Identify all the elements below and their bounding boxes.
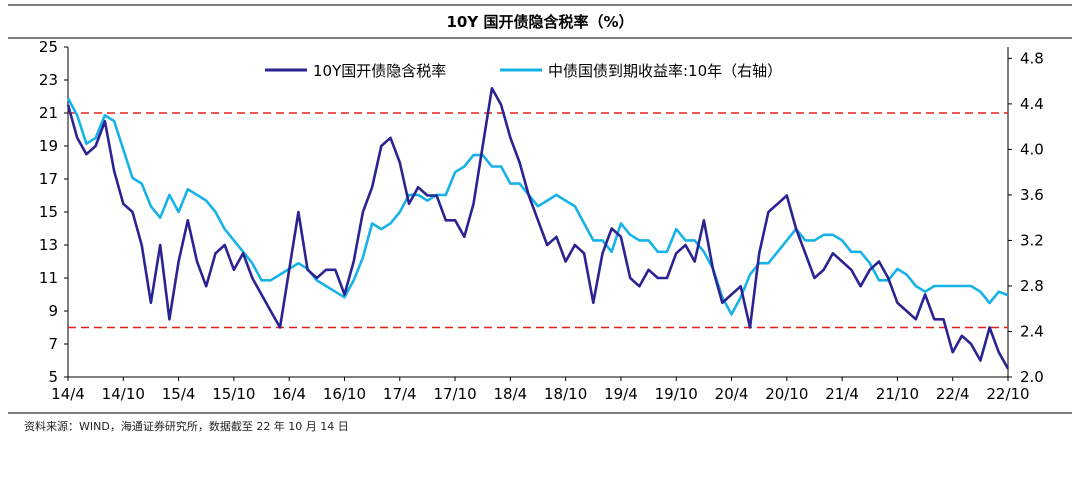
left-tick-label: 23 <box>39 71 58 89</box>
left-tick-label: 25 <box>39 38 58 56</box>
x-tick-label: 22/10 <box>986 385 1029 403</box>
legend-label: 10Y国开债隐含税率 <box>313 62 446 80</box>
legend: 10Y国开债隐含税率 中债国债到期收益率:10年（右轴） <box>265 62 782 80</box>
x-tick-label: 19/10 <box>655 385 698 403</box>
x-tick-label: 21/10 <box>876 385 919 403</box>
x-tick-label: 14/4 <box>51 385 85 403</box>
right-tick-label: 4.8 <box>1020 49 1044 67</box>
x-tick-label: 16/4 <box>272 385 306 403</box>
right-axis-ticks: 2.0 2.4 2.8 3.2 3.6 4.0 4.4 4.8 <box>1008 49 1044 386</box>
right-tick-label: 2.0 <box>1020 368 1044 386</box>
right-tick-label: 3.6 <box>1020 186 1044 204</box>
x-tick-label: 17/4 <box>383 385 417 403</box>
x-axis-ticks: 14/4 14/10 15/4 15/10 16/4 16/10 17/4 17/10 18/4… <box>51 377 1030 403</box>
right-tick-label: 2.8 <box>1020 277 1044 295</box>
chart-title: 10Y 国开债隐含税率（%） <box>447 13 634 31</box>
x-tick-label: 18/4 <box>494 385 528 403</box>
x-tick-label: 20/4 <box>715 385 749 403</box>
x-tick-label: 21/4 <box>825 385 859 403</box>
x-tick-label: 19/4 <box>604 385 638 403</box>
left-tick-label: 17 <box>39 170 58 188</box>
legend-label: 中债国债到期收益率:10年（右轴） <box>548 62 782 80</box>
x-tick-label: 17/10 <box>433 385 476 403</box>
x-tick-label: 18/10 <box>544 385 587 403</box>
left-axis-ticks: 5 7 9 11 13 15 17 19 21 23 25 <box>39 38 68 386</box>
left-tick-label: 19 <box>39 137 58 155</box>
reference-lines <box>68 112 1008 329</box>
left-tick-label: 11 <box>39 269 58 287</box>
series-lines <box>66 87 1010 370</box>
x-tick-label: 22/4 <box>936 385 970 403</box>
left-tick-label: 5 <box>48 368 58 386</box>
series-line-treasury-yield <box>66 97 1009 316</box>
x-tick-label: 14/10 <box>102 385 145 403</box>
right-tick-label: 2.4 <box>1020 322 1044 340</box>
left-tick-label: 7 <box>48 335 58 353</box>
left-tick-label: 9 <box>48 302 58 320</box>
x-tick-label: 15/4 <box>162 385 196 403</box>
left-tick-label: 13 <box>39 236 58 254</box>
right-tick-label: 3.2 <box>1020 231 1044 249</box>
series-line-implied-tax-rate <box>66 87 1010 370</box>
left-tick-label: 21 <box>39 104 58 122</box>
source-note: 资料来源：WIND，海通证券研究所，数据截至 22 年 10 月 14 日 <box>24 419 349 433</box>
x-tick-label: 20/10 <box>765 385 808 403</box>
right-tick-label: 4.0 <box>1020 140 1044 158</box>
right-tick-label: 4.4 <box>1020 95 1044 113</box>
left-tick-label: 15 <box>39 203 58 221</box>
x-tick-label: 15/10 <box>212 385 255 403</box>
x-tick-label: 16/10 <box>323 385 366 403</box>
